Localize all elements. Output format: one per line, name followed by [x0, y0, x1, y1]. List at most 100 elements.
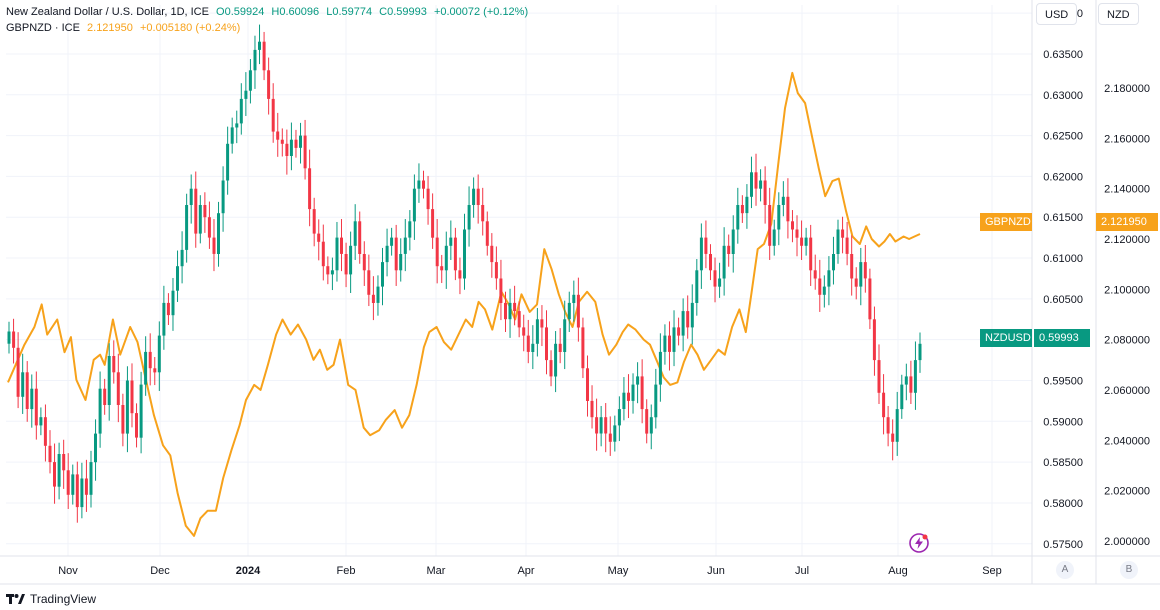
candle-body [43, 417, 47, 446]
candle-body [412, 188, 416, 222]
usd-tick-label: 0.63500 [1043, 49, 1083, 61]
usd-scale-button[interactable]: USD [1036, 3, 1078, 25]
open-value: O0.59924 [216, 6, 265, 18]
x-tick-label: Apr [517, 565, 534, 577]
brand-name: TradingView [30, 592, 97, 606]
nzd-tick-label: 2.000000 [1104, 536, 1150, 548]
candle-body [171, 290, 175, 316]
low-value: L0.59774 [326, 6, 373, 18]
candle-body [531, 343, 535, 352]
auto-scale-b-button[interactable]: B [1120, 561, 1138, 579]
candle-body [25, 372, 29, 409]
candle-body [563, 319, 567, 352]
candle-body [330, 270, 334, 275]
candle-body [189, 188, 193, 205]
candle-body [695, 270, 699, 303]
candle-body [426, 188, 430, 210]
candle-body [809, 237, 813, 271]
candle-body [66, 470, 70, 495]
candle-body [198, 205, 202, 234]
candle-body [750, 172, 753, 197]
candle-body [490, 245, 494, 263]
candle-body [53, 462, 56, 487]
candle-body [918, 343, 922, 361]
candle-body [677, 327, 681, 336]
candle-body [722, 245, 726, 279]
x-tick-label: Mar [427, 565, 446, 577]
candle-body [376, 286, 380, 303]
x-tick-label: Sep [982, 565, 1002, 577]
gbpnzd-value-tag: 2.121950 [1096, 213, 1158, 231]
lightning-icon[interactable] [908, 532, 930, 554]
candle-body [230, 127, 234, 144]
candle-body [176, 266, 179, 291]
candle-body [818, 278, 822, 295]
candle-body [545, 327, 548, 361]
gbpnzd-line [7, 71, 921, 537]
candle-body [759, 180, 763, 189]
candle-body [772, 229, 776, 246]
candle-body [340, 237, 343, 254]
x-tick-label: Nov [58, 565, 78, 577]
usd-tick-label: 0.61000 [1043, 253, 1083, 265]
candle-body [321, 241, 325, 267]
candle-body [422, 180, 425, 189]
candle-body [608, 433, 612, 442]
usd-tick-label: 0.59500 [1043, 375, 1083, 387]
candle-body [595, 417, 599, 434]
nzd-scale-button[interactable]: NZD [1098, 3, 1139, 25]
candle-body [34, 388, 38, 426]
candle-body [804, 237, 808, 246]
candle-body [727, 245, 731, 254]
usd-tick-label: 0.61500 [1043, 212, 1083, 224]
candle-body [390, 237, 394, 246]
candle-body [221, 180, 225, 214]
candle-body [244, 90, 248, 99]
usd-tick-label: 0.58000 [1043, 498, 1083, 510]
candle-body [832, 254, 835, 271]
candle-body [549, 360, 553, 377]
main-title: New Zealand Dollar / U.S. Dollar, 1D, IC… [6, 6, 209, 18]
candle-body [586, 368, 589, 401]
nzdusd-value-tag: 0.59993 [1034, 329, 1090, 347]
candle-body [253, 49, 257, 71]
candle-body [107, 356, 111, 405]
nzd-tick-label: 2.140000 [1104, 184, 1150, 196]
candle-body [658, 351, 662, 385]
gbpnzd-series [7, 71, 921, 537]
candle-body [900, 384, 904, 410]
nzd-tick-label: 2.100000 [1104, 284, 1150, 296]
main-legend[interactable]: New Zealand Dollar / U.S. Dollar, 1D, IC… [6, 6, 532, 18]
usd-tick-label: 0.62500 [1043, 131, 1083, 143]
candle-body [408, 221, 412, 238]
candle-body [718, 278, 722, 287]
candle-body [463, 229, 466, 279]
candle-body [362, 254, 366, 271]
usd-tick-label: 0.63000 [1043, 90, 1083, 102]
candle-body [795, 229, 799, 238]
candle-body [841, 229, 845, 238]
candle-body [239, 98, 243, 124]
nzd-tick-label: 2.060000 [1104, 385, 1150, 397]
candle-body [435, 237, 439, 267]
x-tick-label: Jun [707, 565, 725, 577]
candle-body [299, 135, 302, 148]
candle-body [494, 262, 498, 279]
chart-grid [6, 5, 1032, 556]
candle-body [39, 417, 43, 426]
candle-body [449, 237, 453, 246]
usd-tick-label: 0.60500 [1043, 294, 1083, 306]
candle-body [226, 143, 230, 181]
auto-scale-a-button[interactable]: A [1056, 561, 1074, 579]
candle-body [399, 254, 403, 271]
candle-body [731, 229, 735, 254]
nzd-tick-label: 2.160000 [1104, 133, 1150, 145]
candle-body [303, 135, 307, 169]
usd-tick-label: 0.59000 [1043, 416, 1083, 428]
candle-body [672, 327, 676, 352]
candle-body [344, 254, 348, 275]
candle-body [84, 478, 88, 495]
candle-body [75, 474, 79, 508]
compare-legend[interactable]: GBPNZD · ICE 2.121950 +0.005180 (+0.24%) [6, 22, 244, 34]
